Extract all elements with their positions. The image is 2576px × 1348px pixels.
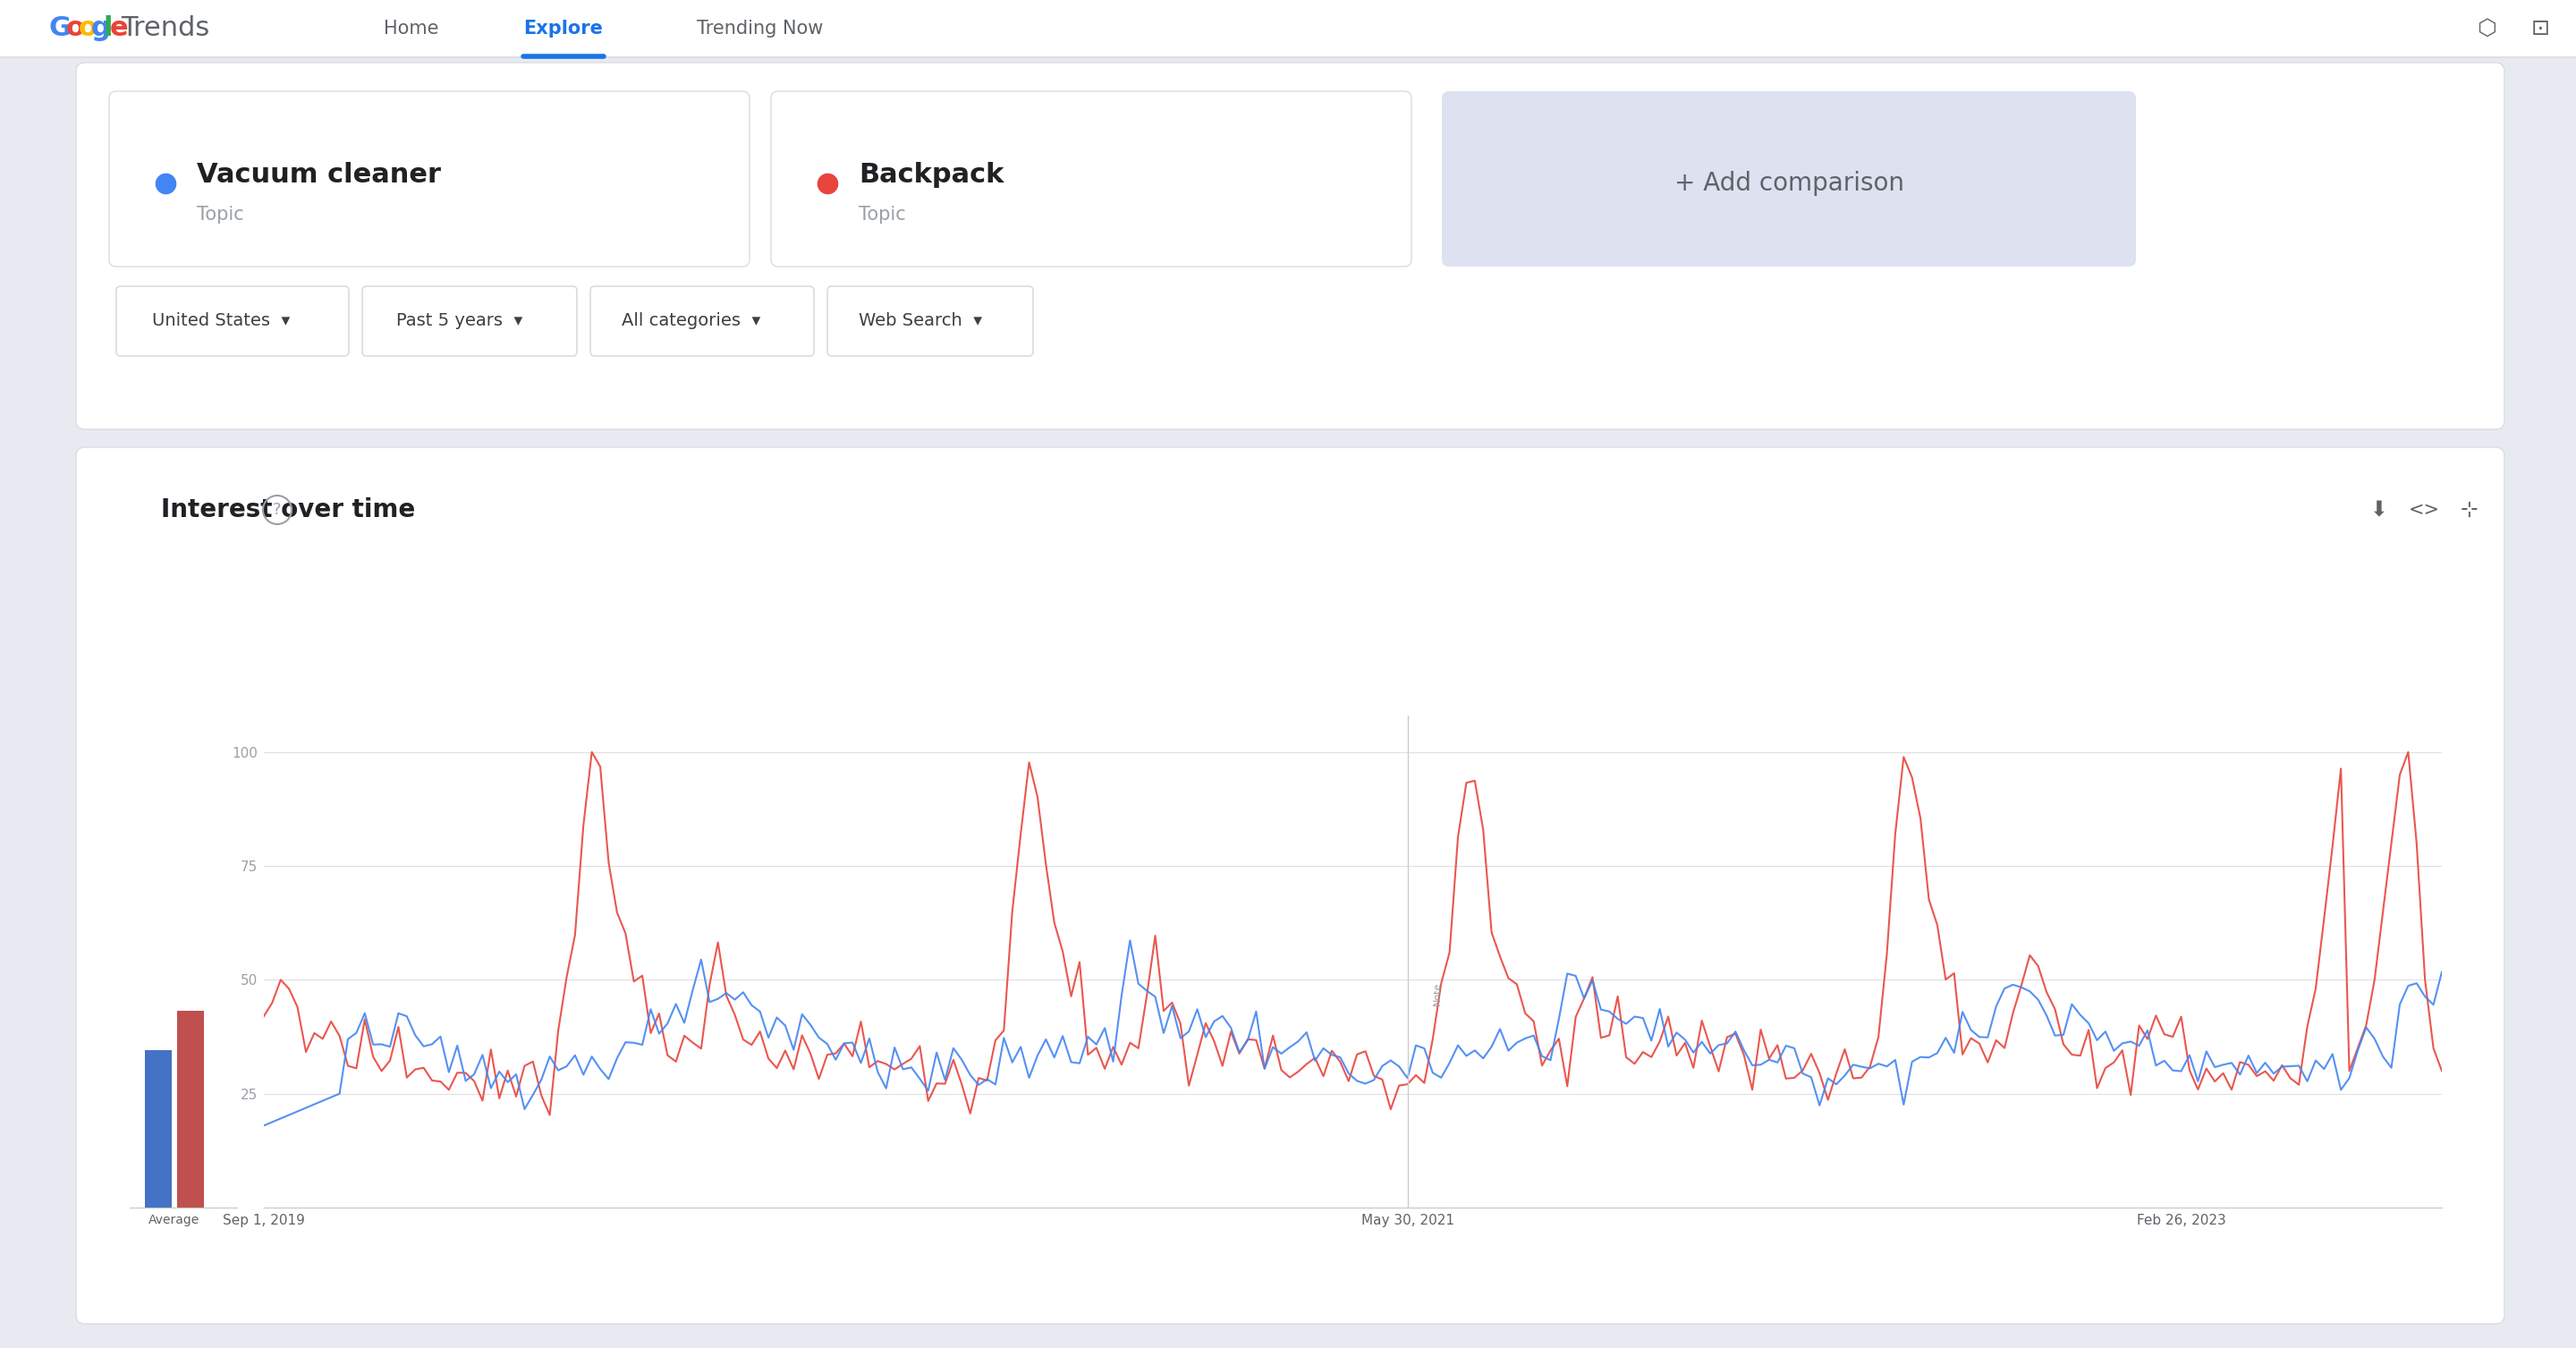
- FancyBboxPatch shape: [116, 286, 348, 356]
- FancyBboxPatch shape: [770, 92, 1412, 267]
- Text: All categories  ▾: All categories ▾: [621, 313, 760, 330]
- FancyBboxPatch shape: [827, 286, 1033, 356]
- FancyBboxPatch shape: [1443, 92, 2136, 267]
- Text: Note: Note: [1432, 981, 1443, 1006]
- FancyBboxPatch shape: [77, 448, 2504, 1324]
- Text: Backpack: Backpack: [858, 162, 1005, 187]
- Text: Topic: Topic: [196, 206, 245, 224]
- FancyBboxPatch shape: [363, 286, 577, 356]
- FancyBboxPatch shape: [77, 62, 2504, 430]
- Text: Vacuum cleaner: Vacuum cleaner: [196, 162, 440, 187]
- Text: Trends: Trends: [121, 16, 209, 42]
- Text: Interest over time: Interest over time: [160, 497, 415, 523]
- Text: l: l: [103, 16, 113, 42]
- Text: Web Search  ▾: Web Search ▾: [858, 313, 981, 330]
- Text: + Add comparison: + Add comparison: [1674, 171, 1904, 195]
- FancyBboxPatch shape: [590, 286, 814, 356]
- Text: ⊡: ⊡: [2530, 18, 2550, 39]
- Text: Trending Now: Trending Now: [698, 20, 824, 38]
- Text: Home: Home: [384, 20, 438, 38]
- FancyBboxPatch shape: [0, 0, 2576, 57]
- Text: o: o: [80, 16, 98, 42]
- FancyBboxPatch shape: [0, 57, 2576, 1348]
- Text: o: o: [67, 16, 85, 42]
- Text: <>: <>: [2409, 501, 2439, 519]
- Text: Past 5 years  ▾: Past 5 years ▾: [397, 313, 523, 330]
- Text: g: g: [90, 16, 111, 42]
- Bar: [178, 1011, 204, 1208]
- Text: ⊹: ⊹: [2460, 499, 2478, 520]
- FancyBboxPatch shape: [108, 92, 750, 267]
- Text: ⬡: ⬡: [2476, 18, 2496, 39]
- Bar: [144, 1050, 173, 1208]
- Text: Explore: Explore: [523, 20, 603, 38]
- Text: e: e: [111, 16, 129, 42]
- Text: ?: ?: [273, 501, 281, 518]
- Text: G: G: [49, 16, 72, 42]
- Text: ⬇: ⬇: [2370, 499, 2388, 520]
- Text: Topic: Topic: [858, 206, 907, 224]
- Text: United States  ▾: United States ▾: [152, 313, 291, 330]
